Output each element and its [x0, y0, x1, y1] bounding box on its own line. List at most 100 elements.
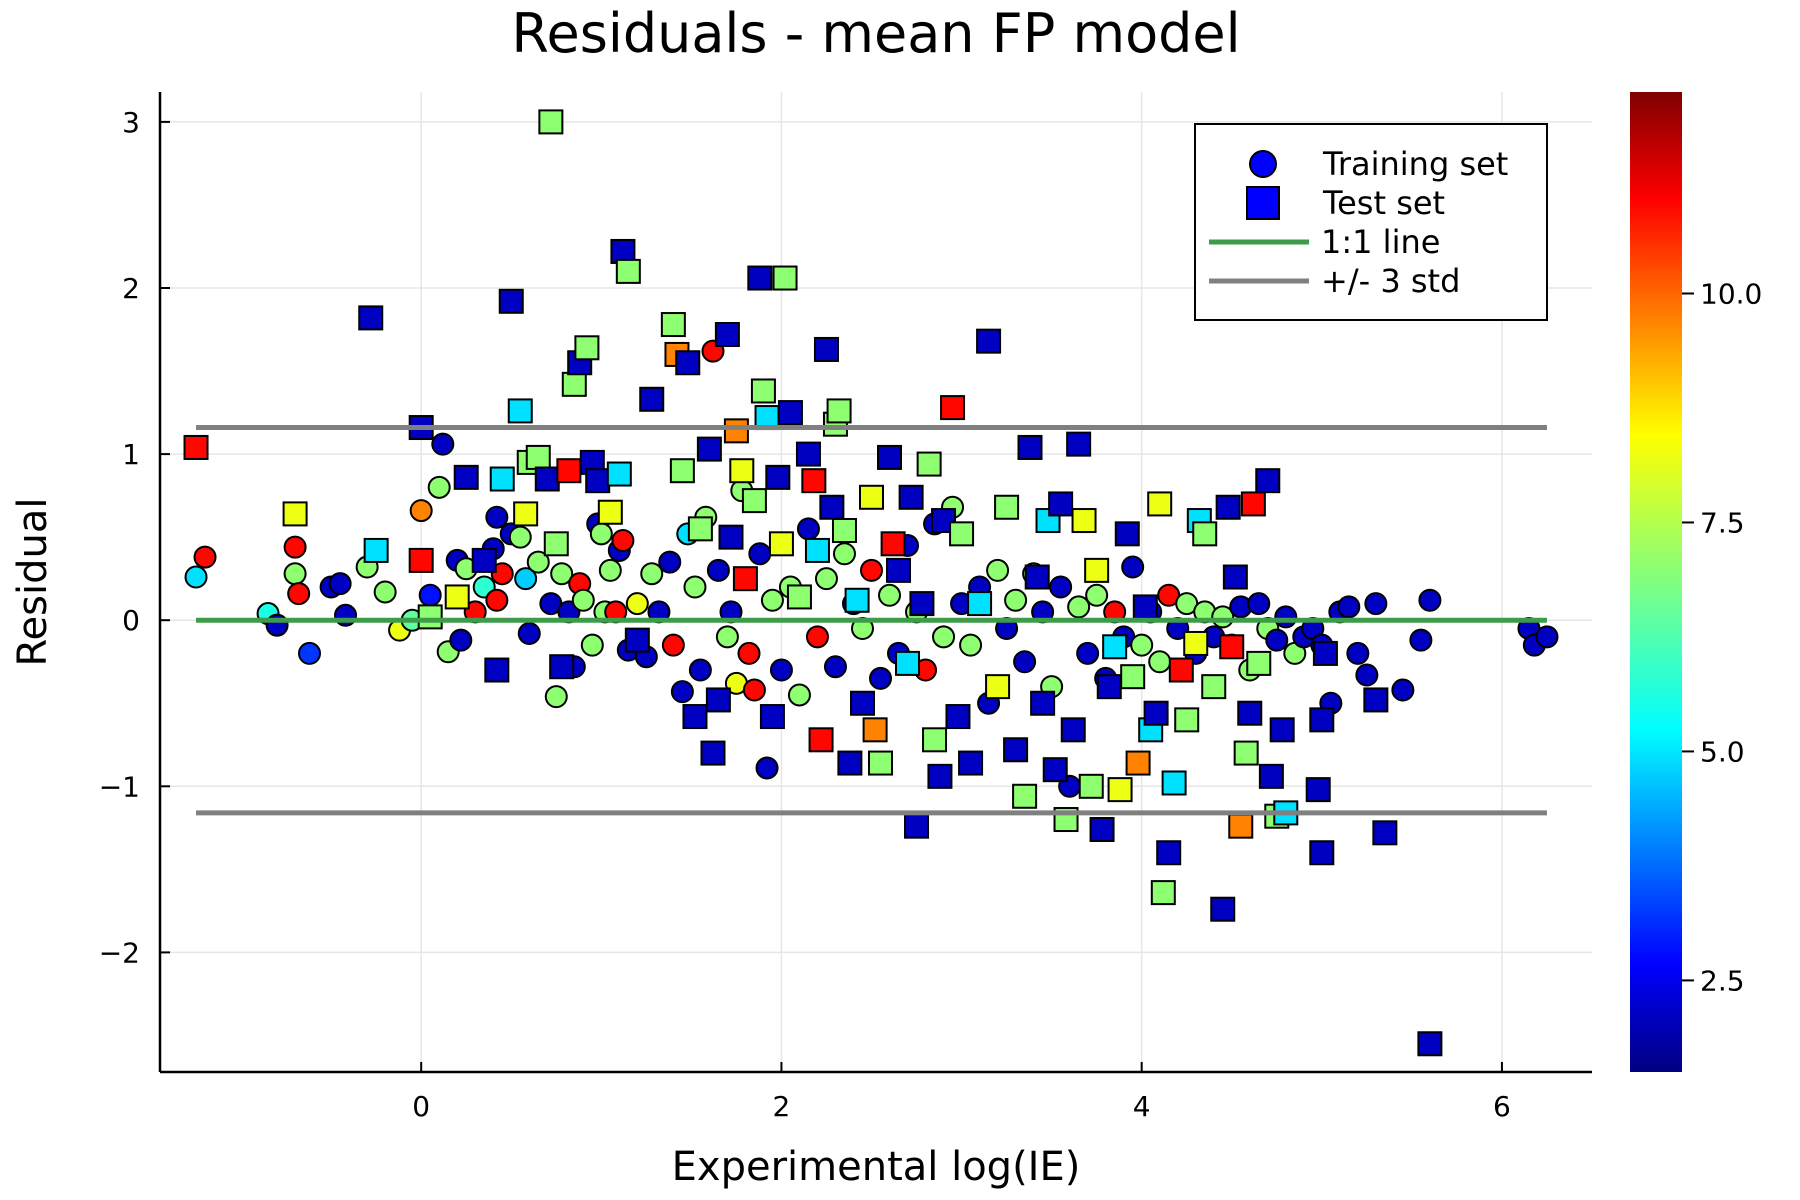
test-point	[949, 521, 975, 547]
training-point	[715, 625, 739, 649]
training-point	[640, 562, 664, 586]
test-point	[976, 328, 1002, 354]
test-point	[700, 740, 726, 766]
test-point	[909, 591, 935, 617]
test-point	[945, 704, 971, 730]
training-point	[658, 550, 682, 574]
training-point	[1337, 595, 1361, 619]
test-point	[1255, 468, 1281, 494]
test-point	[682, 704, 708, 730]
test-point	[868, 750, 894, 776]
training-point	[742, 678, 766, 702]
colorbar-gradient	[1630, 92, 1682, 1072]
legend-circle-marker	[1249, 150, 1277, 178]
test-point	[1174, 707, 1200, 733]
test-point	[687, 516, 713, 542]
training-point	[748, 542, 772, 566]
test-point	[759, 704, 785, 730]
x-tick-label: 6	[1493, 1090, 1511, 1123]
training-point	[787, 683, 811, 707]
colorbar-tick-label: 5.0	[1700, 735, 1745, 768]
test-point	[471, 547, 497, 573]
test-point	[795, 441, 821, 467]
training-point	[328, 572, 352, 596]
test-point	[958, 750, 984, 776]
reference-lines	[196, 425, 1547, 816]
legend-square-marker	[1246, 186, 1280, 220]
training-point	[1130, 633, 1154, 657]
training-point	[796, 517, 820, 541]
test-point	[507, 398, 533, 424]
x-tick-label: 0	[412, 1090, 430, 1123]
test-point	[895, 650, 921, 676]
test-point	[732, 566, 758, 592]
test-point	[639, 386, 665, 412]
test-point	[1201, 674, 1227, 700]
x-axis-label: Experimental log(IE)	[672, 1144, 1081, 1190]
test-point	[1042, 757, 1068, 783]
test-point	[1156, 840, 1182, 866]
training-point	[737, 641, 761, 665]
test-point	[1143, 700, 1169, 726]
training-point	[418, 583, 442, 607]
y-tick-label: −1	[99, 770, 140, 803]
test-point	[1312, 640, 1338, 666]
test-point	[1233, 740, 1259, 766]
test-point	[1219, 634, 1245, 660]
training-point	[485, 505, 509, 529]
test-point	[714, 322, 740, 348]
test-point	[898, 484, 924, 510]
training-point	[688, 658, 712, 682]
y-axis-ticks: −2 −1 0 1 2 3	[99, 106, 170, 969]
test-point	[718, 524, 744, 550]
training-point	[485, 588, 509, 612]
colorbar-tick-label: 7.5	[1700, 506, 1745, 539]
test-point	[723, 418, 749, 444]
test-point	[927, 763, 953, 789]
test-point	[556, 458, 582, 484]
training-point	[1346, 641, 1370, 665]
test-point	[1132, 594, 1158, 620]
y-tick-label: 1	[122, 438, 140, 471]
legend-label: 1:1 line	[1321, 223, 1440, 261]
training-point	[1265, 628, 1289, 652]
training-point	[490, 562, 514, 586]
test-point	[1120, 664, 1146, 690]
test-point	[1183, 630, 1209, 656]
x-tick-label: 2	[773, 1090, 791, 1123]
training-point	[1049, 575, 1073, 599]
test-point	[844, 587, 870, 613]
test-point	[819, 494, 845, 520]
test-point	[994, 494, 1020, 520]
test-point	[543, 531, 569, 557]
test-point	[831, 518, 857, 544]
test-point	[1017, 434, 1043, 460]
test-point	[1012, 783, 1038, 809]
test-point	[940, 395, 966, 421]
test-point	[750, 378, 776, 404]
test-point	[1030, 690, 1056, 716]
test-point	[858, 484, 884, 510]
legend-label: +/- 3 std	[1321, 262, 1460, 300]
test-point	[804, 537, 830, 563]
test-point	[1078, 773, 1104, 799]
test-point	[1210, 896, 1236, 922]
test-point	[1222, 564, 1248, 590]
test-point	[877, 444, 903, 470]
test-point	[615, 258, 641, 284]
training-point	[283, 562, 307, 586]
training-point	[1013, 650, 1037, 674]
chart-title: Residuals - mean FP model	[511, 2, 1240, 65]
test-point	[282, 501, 308, 527]
test-point	[1258, 763, 1284, 789]
training-point	[373, 580, 397, 604]
test-point	[808, 727, 834, 753]
test-point	[363, 537, 389, 563]
test-point	[1107, 777, 1133, 803]
test-point	[813, 336, 839, 362]
test-point	[786, 584, 812, 610]
test-point	[444, 584, 470, 610]
training-point	[1067, 595, 1091, 619]
y-tick-label: −2	[99, 936, 140, 969]
training-point	[508, 525, 532, 549]
